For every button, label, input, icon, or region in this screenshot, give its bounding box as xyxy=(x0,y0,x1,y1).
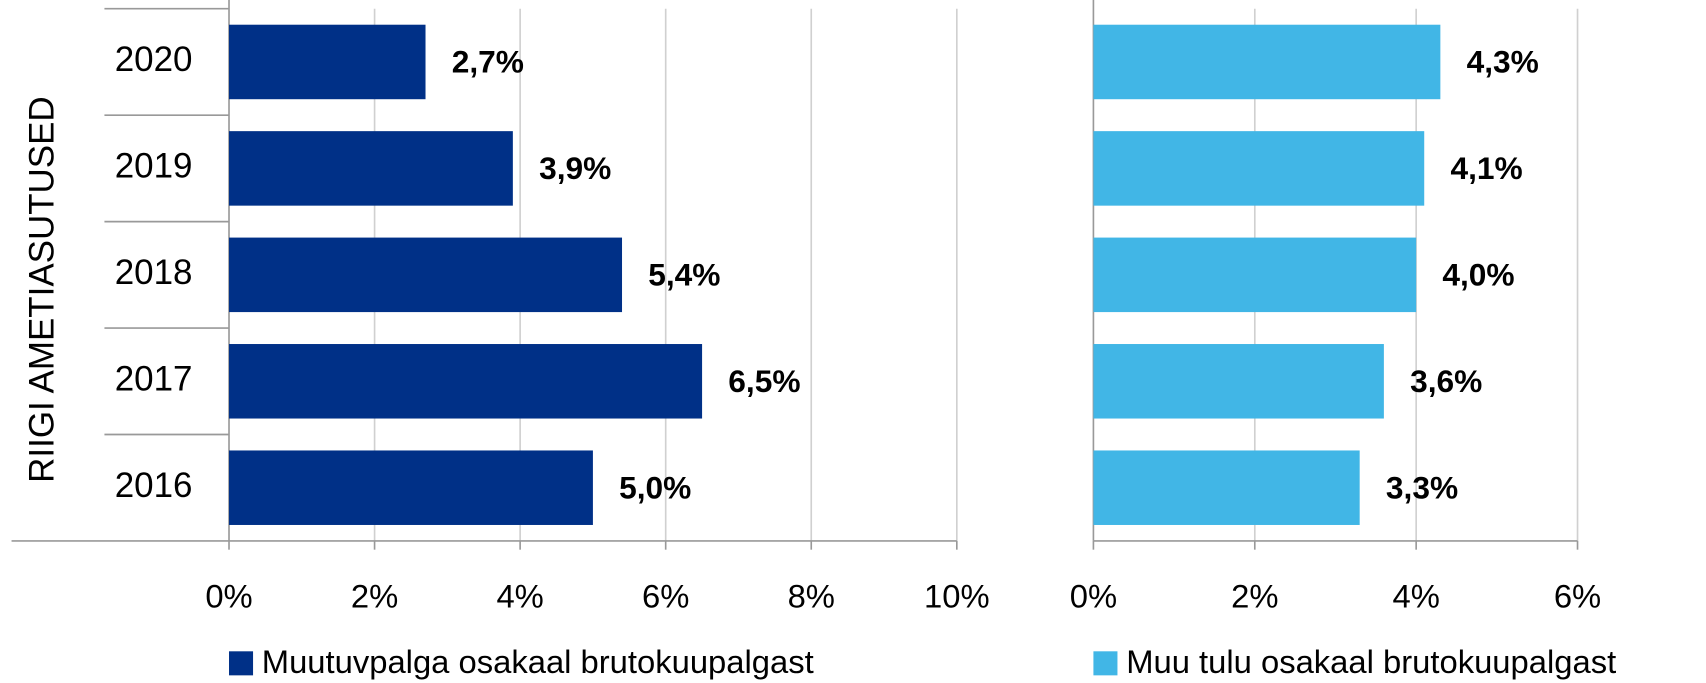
bar xyxy=(229,237,623,313)
x-tick-label: 10% xyxy=(924,578,990,615)
x-tick-label: 4% xyxy=(1392,578,1439,615)
legend-label: Muutuvpalga osakaal brutokuupalgast xyxy=(262,643,814,680)
bar xyxy=(229,450,593,525)
bar xyxy=(229,24,426,100)
y-tick-label: 2018 xyxy=(115,253,193,292)
legend-swatch xyxy=(229,651,254,676)
value-label: 6,5% xyxy=(728,363,800,399)
y-tick-label: 2019 xyxy=(115,147,193,186)
legend-swatch xyxy=(1093,651,1118,676)
value-label: 2,7% xyxy=(452,44,524,80)
x-tick-label: 0% xyxy=(205,578,252,615)
bar xyxy=(1093,24,1441,100)
legend-label: Muu tulu osakaal brutokuupalgast xyxy=(1126,643,1616,680)
x-tick-label: 0% xyxy=(1070,578,1117,615)
x-tick-label: 8% xyxy=(788,578,835,615)
bar xyxy=(1093,237,1417,313)
x-tick-label: 4% xyxy=(496,578,543,615)
value-label: 4,0% xyxy=(1442,256,1514,292)
value-label: 5,0% xyxy=(619,469,691,505)
value-label: 3,3% xyxy=(1386,469,1458,505)
x-tick-label: 6% xyxy=(1554,578,1601,615)
value-label: 4,3% xyxy=(1467,44,1539,80)
value-label: 5,4% xyxy=(648,256,720,292)
bar xyxy=(1093,450,1360,525)
y-tick-label: 2016 xyxy=(115,466,193,505)
value-label: 3,9% xyxy=(539,150,611,186)
bar xyxy=(1093,344,1384,419)
y-group-label: RIIGI AMETIASUTUSED xyxy=(23,96,62,482)
x-tick-label: 6% xyxy=(642,578,689,615)
x-tick-label: 2% xyxy=(351,578,398,615)
value-label: 3,6% xyxy=(1410,363,1482,399)
y-tick-label: 2017 xyxy=(115,360,193,399)
value-label: 4,1% xyxy=(1450,150,1522,186)
y-tick-label: 2020 xyxy=(115,40,193,79)
bar xyxy=(1093,131,1425,206)
bar xyxy=(229,344,703,419)
bar xyxy=(229,131,513,206)
x-tick-label: 2% xyxy=(1231,578,1278,615)
